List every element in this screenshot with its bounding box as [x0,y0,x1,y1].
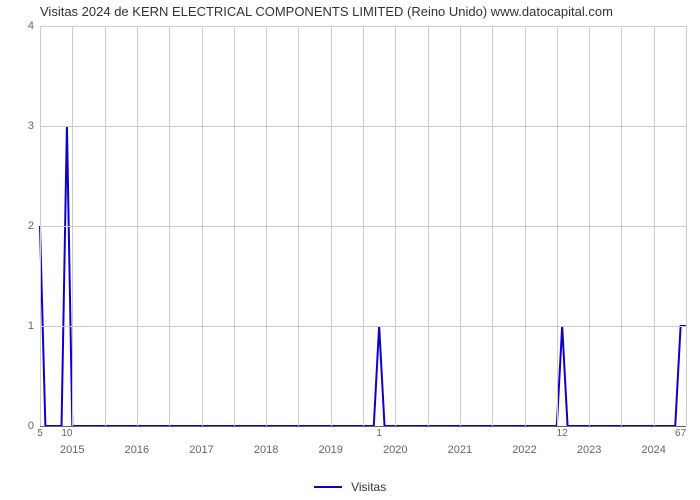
grid-v [363,26,364,426]
grid-v [105,26,106,426]
grid-v [169,26,170,426]
grid-v [40,26,41,426]
grid-v [428,26,429,426]
y-tick-label: 1 [28,320,34,332]
x-tick-label: 2015 [60,444,84,456]
x-axis [40,426,686,427]
x-tick-label: 2019 [318,444,342,456]
data-point-label: 1 [376,428,382,439]
grid-v [557,26,558,426]
data-point-label: 67 [675,428,686,439]
y-tick-label: 4 [28,20,34,32]
x-tick-label: 2024 [641,444,665,456]
grid-v [460,26,461,426]
grid-v [492,26,493,426]
x-tick-label: 2020 [383,444,407,456]
grid-v [525,26,526,426]
legend-label: Visitas [351,480,386,494]
legend-swatch [314,486,342,488]
y-tick-label: 0 [28,420,34,432]
grid-v [621,26,622,426]
grid-v [654,26,655,426]
data-point-label: 10 [61,428,72,439]
x-tick-label: 2017 [189,444,213,456]
grid-v [331,26,332,426]
x-tick-label: 2023 [577,444,601,456]
grid-v [395,26,396,426]
grid-v [589,26,590,426]
chart-title: Visitas 2024 de KERN ELECTRICAL COMPONEN… [40,4,613,19]
plot-area: 0123420152016201720182019202020212022202… [40,26,686,426]
grid-v [137,26,138,426]
x-tick-label: 2018 [254,444,278,456]
x-tick-label: 2021 [448,444,472,456]
grid-v [202,26,203,426]
grid-v [234,26,235,426]
data-point-label: 12 [557,428,568,439]
y-tick-label: 2 [28,220,34,232]
x-tick-label: 2022 [512,444,536,456]
x-tick-label: 2016 [125,444,149,456]
chart-container: Visitas 2024 de KERN ELECTRICAL COMPONEN… [0,0,700,500]
grid-v [72,26,73,426]
y-tick-label: 3 [28,120,34,132]
grid-v [686,26,687,426]
data-point-label: 5 [37,428,43,439]
legend: Visitas [0,479,700,494]
grid-v [298,26,299,426]
grid-v [266,26,267,426]
